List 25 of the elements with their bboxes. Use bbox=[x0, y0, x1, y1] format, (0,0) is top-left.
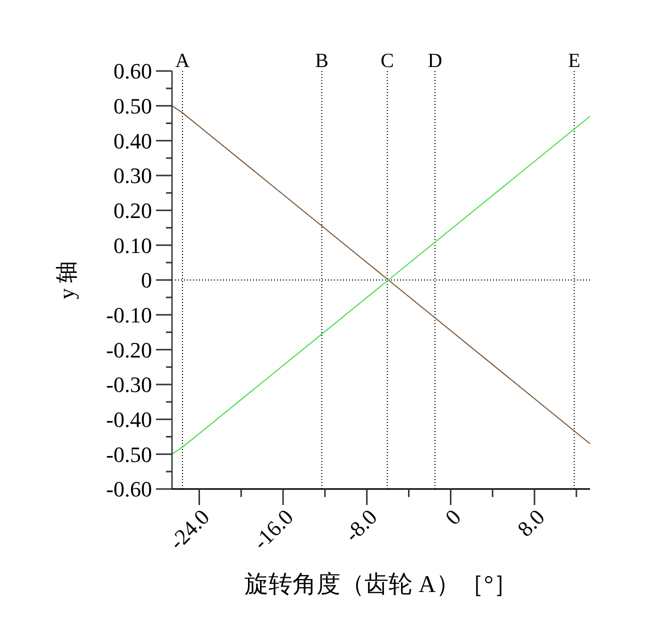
x-tick-label: 0 bbox=[440, 504, 466, 530]
ref-line-label: A bbox=[175, 50, 190, 72]
x-axis-title: 旋转角度（齿轮 A）［°］ bbox=[244, 571, 518, 598]
x-tick-label: 8.0 bbox=[512, 504, 550, 542]
y-tick-label: -0.30 bbox=[106, 372, 152, 398]
ref-line-label: B bbox=[315, 50, 328, 72]
y-tick-label: 0.50 bbox=[114, 94, 152, 119]
y-tick-label: 0.30 bbox=[114, 163, 152, 188]
x-tick-label: -24.0 bbox=[164, 504, 214, 554]
y-axis-title: y 轴 bbox=[54, 260, 79, 300]
y-tick-label: 0 bbox=[141, 268, 152, 293]
ref-line-label: E bbox=[568, 50, 580, 72]
y-tick-label: -0.20 bbox=[106, 337, 152, 362]
y-tick-label: 0.60 bbox=[114, 58, 152, 84]
y-tick-label: 0.20 bbox=[114, 198, 152, 224]
y-tick-label: 0.10 bbox=[114, 232, 152, 258]
y-tick-label: -0.50 bbox=[106, 442, 152, 467]
y-tick-label: -0.60 bbox=[106, 476, 152, 502]
y-tick-label: 0.40 bbox=[114, 128, 152, 154]
ref-line-label: D bbox=[428, 50, 442, 72]
x-tick-label: -8.0 bbox=[340, 504, 382, 547]
y-tick-label: -0.10 bbox=[106, 302, 152, 328]
y-tick-label: -0.40 bbox=[106, 407, 152, 432]
x-tick-label: -16.0 bbox=[248, 504, 298, 554]
ref-line-label: C bbox=[380, 50, 394, 72]
